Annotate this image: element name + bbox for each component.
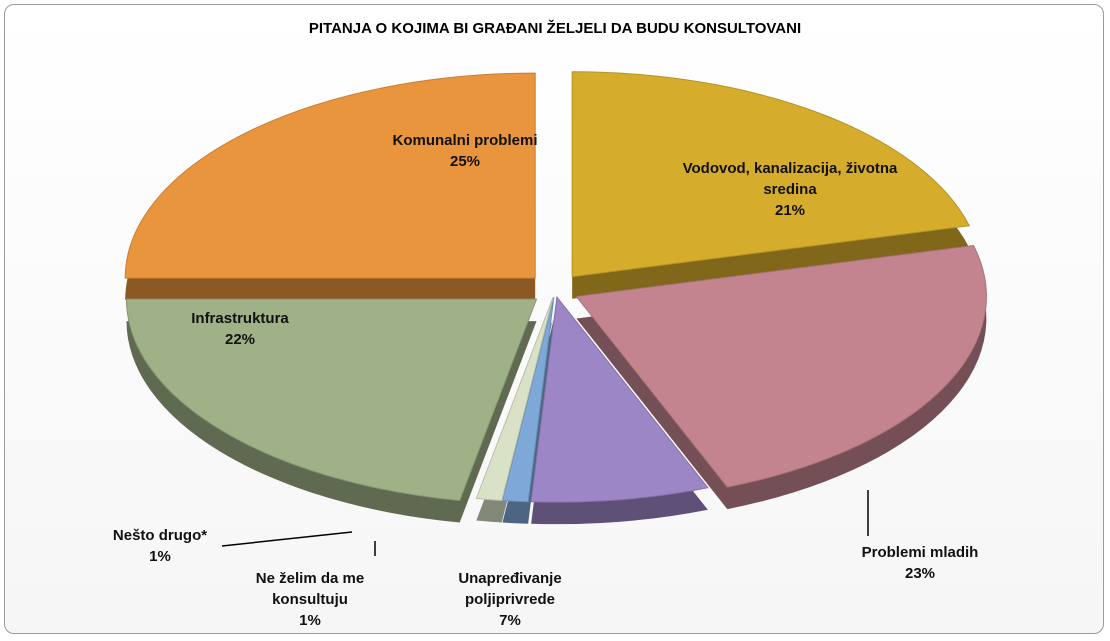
slice-label: Unapređivanje poljiprivrede 7% [430,568,590,631]
slice-label: Nešto drugo* 1% [90,525,230,567]
slice-label: Komunalni problemi 25% [365,130,565,172]
chart-title: PITANJA O KOJIMA BI GRAĐANI ŽELJELI DA B… [308,20,802,37]
slice [501,297,555,503]
slice-label: Ne želim da me konsultuju 1% [235,568,385,631]
slices [124,71,987,525]
slice [124,72,536,279]
value-label: 21% [774,202,806,219]
category-label: Nešto drugo* [112,527,208,544]
leader-line [221,531,353,547]
slice [530,295,709,503]
category-label: Unapređivanje poljiprivrede [458,570,562,608]
slice-label: Infrastruktura 22% [160,308,320,350]
category-label: Vodovod, kanalizacija, životna sredina [682,160,898,198]
value-label: 25% [449,153,481,170]
value-label: 23% [904,565,936,582]
category-label: Komunalni problemi [392,132,538,149]
slice-label: Problemi mladih 23% [830,542,1010,584]
slice [475,296,554,502]
category-label: Problemi mladih [861,544,979,561]
value-label: 1% [149,548,171,565]
value-label: 7% [499,612,521,629]
slice [126,298,538,502]
value-label: 22% [224,331,256,348]
slice [571,71,971,278]
slice-label: Vodovod, kanalizacija, životna sredina 21… [680,158,900,221]
slice [575,245,987,488]
category-label: Infrastruktura [191,310,289,327]
category-label: Ne želim da me konsultuju [255,570,365,608]
value-label: 1% [299,612,321,629]
